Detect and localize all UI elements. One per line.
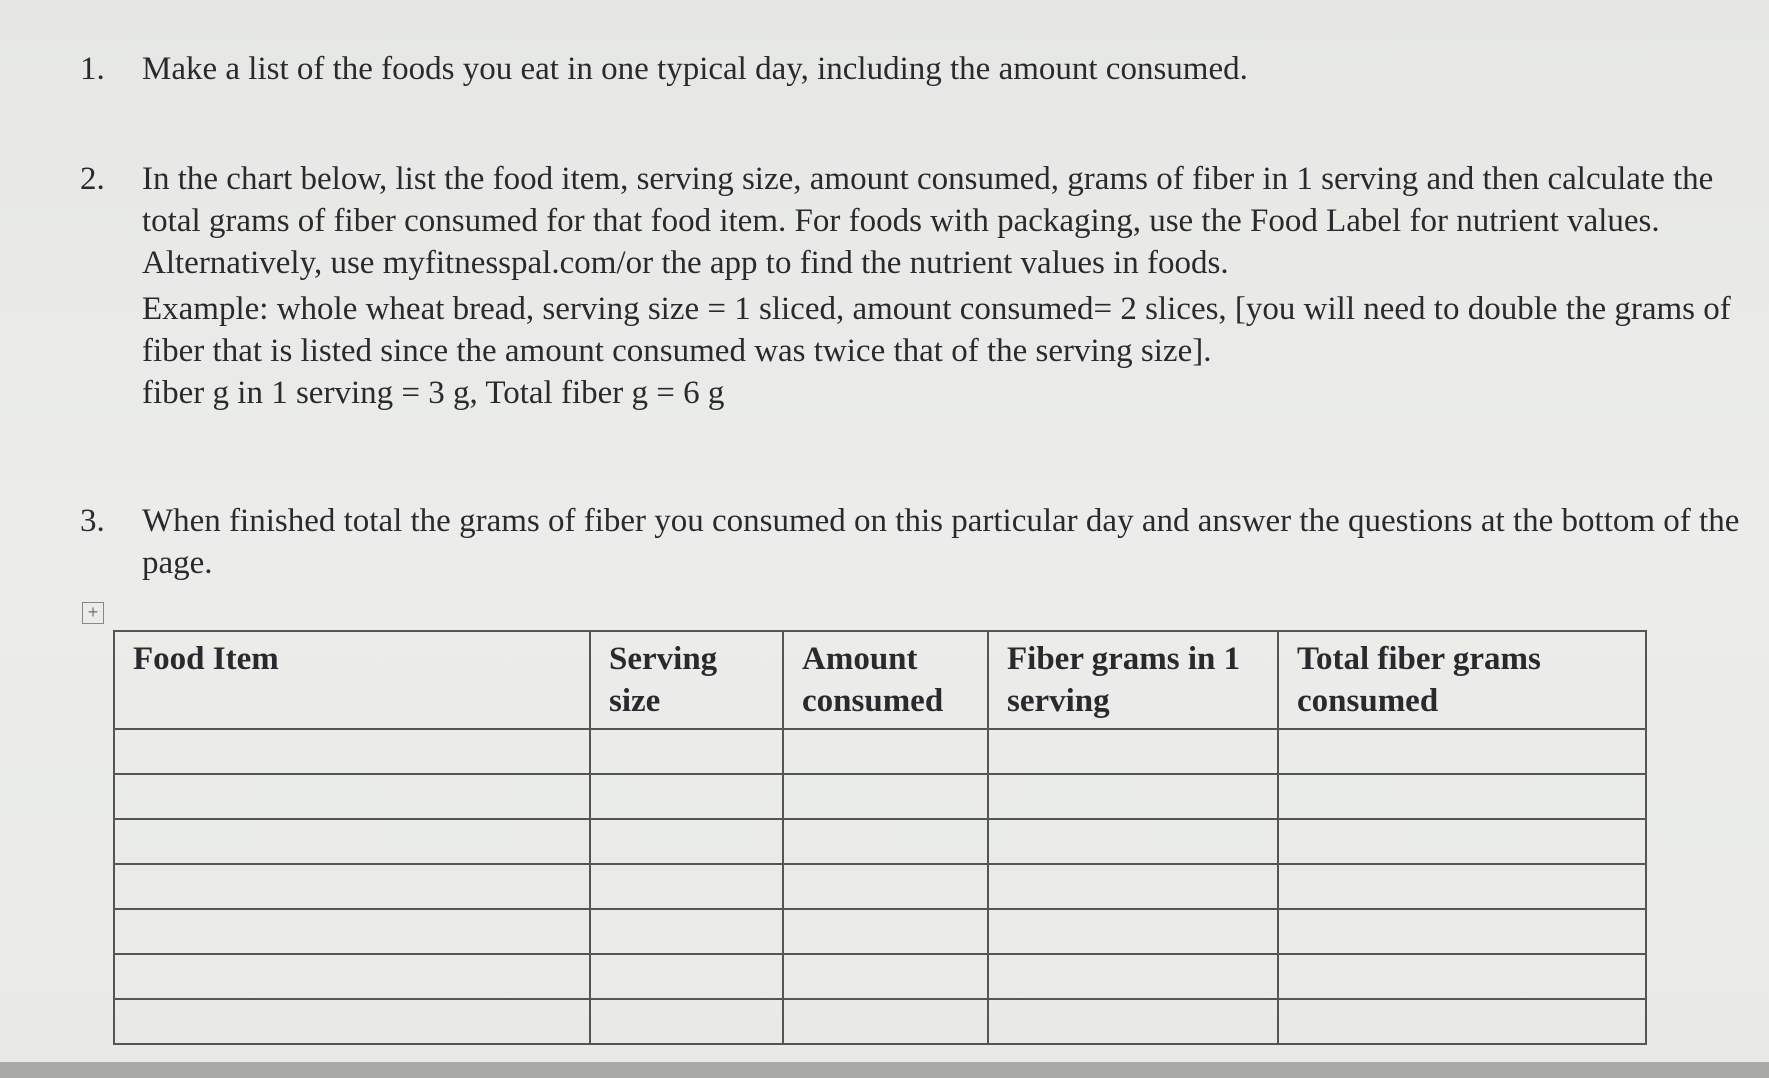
instruction-1: 1. Make a list of the foods you eat in o… (80, 48, 1760, 90)
example-result: fiber g in 1 serving = 3 g, Total fiber … (142, 375, 725, 411)
header-fiber-per-serving: Fiber grams in 1 serving (987, 630, 1279, 730)
cell-food-item[interactable] (113, 953, 591, 1000)
cell-fiber-per-serving[interactable] (987, 908, 1279, 955)
cell-food-item[interactable] (113, 863, 591, 910)
cell-total-fiber[interactable] (1277, 998, 1647, 1045)
table-move-handle-icon[interactable]: + (82, 602, 104, 624)
instruction-text: In the chart below, list the food item, … (142, 161, 1714, 281)
cell-serving-size[interactable] (589, 773, 784, 820)
header-total-fiber: Total fiber grams consumed (1277, 630, 1647, 730)
cell-amount-consumed[interactable] (782, 818, 989, 865)
cell-total-fiber[interactable] (1277, 908, 1647, 955)
cell-amount-consumed[interactable] (782, 773, 989, 820)
instruction-2: 2. In the chart below, list the food ite… (80, 158, 1760, 414)
cell-amount-consumed[interactable] (782, 998, 989, 1045)
cell-serving-size[interactable] (589, 998, 784, 1045)
instruction-text: Make a list of the foods you eat in one … (142, 51, 1248, 87)
cell-serving-size[interactable] (589, 908, 784, 955)
table-row (113, 908, 1647, 955)
cell-total-fiber[interactable] (1277, 773, 1647, 820)
table-header-row: Food Item Serving size Amount consumed F… (113, 630, 1647, 730)
cell-amount-consumed[interactable] (782, 728, 989, 775)
table-row (113, 728, 1647, 775)
cell-fiber-per-serving[interactable] (987, 998, 1279, 1045)
cell-food-item[interactable] (113, 728, 591, 775)
example-text: Example: whole wheat bread, serving size… (142, 291, 1731, 369)
cell-total-fiber[interactable] (1277, 863, 1647, 910)
cell-amount-consumed[interactable] (782, 863, 989, 910)
cell-serving-size[interactable] (589, 728, 784, 775)
cell-food-item[interactable] (113, 818, 591, 865)
table-row (113, 953, 1647, 1000)
cell-serving-size[interactable] (589, 863, 784, 910)
table-row (113, 863, 1647, 910)
cell-fiber-per-serving[interactable] (987, 818, 1279, 865)
instruction-number: 3. (80, 503, 105, 539)
table-row (113, 998, 1647, 1045)
cell-fiber-per-serving[interactable] (987, 953, 1279, 1000)
cell-total-fiber[interactable] (1277, 728, 1647, 775)
desk-edge (0, 1062, 1769, 1078)
header-amount-consumed: Amount consumed (782, 630, 989, 730)
instruction-text: When finished total the grams of fiber y… (142, 503, 1740, 581)
instruction-number: 2. (80, 161, 105, 197)
cell-amount-consumed[interactable] (782, 908, 989, 955)
cell-food-item[interactable] (113, 998, 591, 1045)
header-serving-size: Serving size (589, 630, 784, 730)
cell-fiber-per-serving[interactable] (987, 728, 1279, 775)
cell-serving-size[interactable] (589, 953, 784, 1000)
cell-fiber-per-serving[interactable] (987, 773, 1279, 820)
instruction-number: 1. (80, 51, 105, 87)
cell-serving-size[interactable] (589, 818, 784, 865)
table-row (113, 773, 1647, 820)
cell-total-fiber[interactable] (1277, 953, 1647, 1000)
fiber-table: Food Item Serving size Amount consumed F… (113, 630, 1647, 1045)
cell-food-item[interactable] (113, 773, 591, 820)
header-food-item: Food Item (113, 630, 591, 730)
table-row (113, 818, 1647, 865)
cell-amount-consumed[interactable] (782, 953, 989, 1000)
cell-fiber-per-serving[interactable] (987, 863, 1279, 910)
cell-total-fiber[interactable] (1277, 818, 1647, 865)
cell-food-item[interactable] (113, 908, 591, 955)
instruction-3: 3. When finished total the grams of fibe… (80, 500, 1760, 584)
